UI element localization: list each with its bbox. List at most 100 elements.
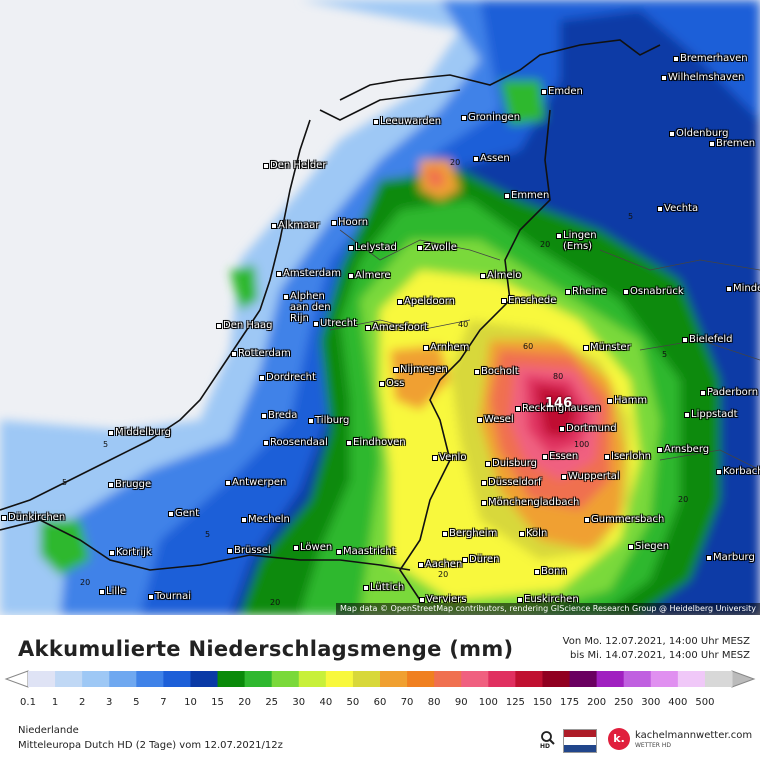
city-marker	[517, 597, 523, 603]
contour-label: 60	[523, 342, 534, 351]
city-label: Düren	[469, 554, 500, 565]
city-label: Bonn	[541, 566, 567, 577]
brand-sub: WETTER HD	[635, 742, 671, 749]
city-label: Lille	[106, 586, 127, 597]
city-marker	[657, 206, 663, 212]
city-marker	[657, 447, 663, 453]
city-marker	[628, 544, 634, 550]
city-marker	[519, 531, 525, 537]
city-marker	[556, 233, 562, 239]
city-marker	[474, 369, 480, 375]
brand-logo-circle: k.	[608, 728, 630, 750]
city-label: Münster	[590, 342, 631, 353]
city-marker	[393, 367, 399, 373]
precipitation-map: Bremerhaven Wilhelmshaven Emden Leeuwarden G…	[0, 0, 760, 615]
city-label: Lingen (Ems)	[563, 230, 597, 252]
city-label: Recklinghausen	[522, 403, 601, 414]
model-run-label: Mitteleuropa Dutch HD (2 Tage) vom 12.07…	[18, 740, 283, 751]
legend-swatch	[623, 671, 652, 687]
city-marker	[379, 381, 385, 387]
city-marker	[561, 474, 567, 480]
city-marker	[417, 245, 423, 251]
hd-label: HD	[540, 743, 551, 750]
city-marker	[481, 500, 487, 506]
legend-label: 500	[695, 697, 715, 708]
legend-arrow-right	[731, 670, 756, 688]
legend-label: 400	[668, 697, 688, 708]
contour-label: 20	[80, 578, 91, 587]
city-marker	[604, 454, 610, 460]
legend-swatch	[55, 671, 83, 687]
contour-label: 80	[553, 372, 564, 381]
legend-label: 50	[346, 697, 360, 708]
city-label: Mönchengladbach	[488, 497, 580, 508]
legend-swatch	[596, 671, 625, 687]
netherlands-flag-icon	[563, 729, 597, 753]
search-hd-icon[interactable]: HD	[540, 730, 556, 750]
city-marker	[673, 56, 679, 62]
contour-label: 5	[205, 530, 211, 539]
city-marker	[682, 337, 688, 343]
city-label: Siegen	[635, 541, 670, 552]
city-label: Marburg	[713, 552, 755, 563]
city-marker	[241, 517, 247, 523]
city-label: Emden	[548, 86, 583, 97]
city-marker	[423, 345, 429, 351]
city-marker	[559, 426, 565, 432]
color-legend: 0.1 1 2 3 5 7 10 15 20 25 30 40 50 60 70 80 90 100 125 150 1…	[0, 666, 760, 710]
city-marker	[706, 555, 712, 561]
legend-swatch	[325, 671, 354, 687]
city-label: Lüttich	[370, 582, 405, 593]
city-marker	[331, 220, 337, 226]
contour-label: 100	[574, 440, 590, 449]
legend-label: 125	[505, 697, 525, 708]
legend-label: 3	[106, 697, 113, 708]
city-label: Gent	[175, 508, 200, 519]
city-marker	[231, 351, 237, 357]
city-marker	[623, 289, 629, 295]
legend-label: 30	[292, 697, 306, 708]
legend-swatch	[704, 671, 733, 687]
city-label: Alphen aan den Rijn	[290, 291, 331, 324]
city-marker	[148, 594, 154, 600]
city-label: Tilburg	[315, 415, 350, 426]
city-marker	[308, 418, 314, 424]
legend-swatch	[461, 671, 489, 687]
legend-swatch	[677, 671, 706, 687]
contour-label: 5	[260, 480, 266, 489]
city-label: Wesel	[484, 414, 514, 425]
city-label: Hoorn	[338, 217, 369, 228]
legend-label: 300	[641, 697, 661, 708]
city-label: Paderborn	[707, 387, 759, 398]
brand-name: kachelmannwetter.com	[635, 730, 753, 741]
city-marker	[259, 375, 265, 381]
city-label: Bremerhaven	[680, 53, 748, 64]
city-label: Kortrijk	[116, 547, 152, 558]
city-marker	[534, 569, 540, 575]
legend-label: 20	[238, 697, 251, 708]
legend-label: 250	[614, 697, 634, 708]
city-label: Venlo	[439, 452, 467, 463]
city-marker	[504, 193, 510, 199]
legend-swatch	[82, 671, 110, 687]
city-label: Oldenburg	[676, 128, 729, 139]
legend-swatch	[217, 671, 246, 687]
legend-swatch	[109, 671, 137, 687]
city-marker	[418, 562, 424, 568]
contour-label: 5	[103, 440, 109, 449]
city-label: Aachen	[425, 559, 463, 570]
contour-label: 5	[62, 478, 68, 487]
city-label: Duisburg	[492, 458, 537, 469]
city-marker	[583, 345, 589, 351]
city-label: Groningen	[468, 112, 521, 123]
legend-swatch	[28, 671, 56, 687]
city-marker	[363, 585, 369, 591]
legend-swatch	[488, 671, 516, 687]
city-label: Alkmaar	[278, 220, 320, 231]
legend-arrow-left	[4, 670, 29, 688]
city-label: Roosendaal	[270, 437, 328, 448]
city-marker	[515, 406, 521, 412]
contour-label: 20	[678, 495, 689, 504]
city-marker	[108, 430, 114, 436]
period-to: bis Mi. 14.07.2021, 14:00 Uhr MESZ	[570, 650, 750, 661]
